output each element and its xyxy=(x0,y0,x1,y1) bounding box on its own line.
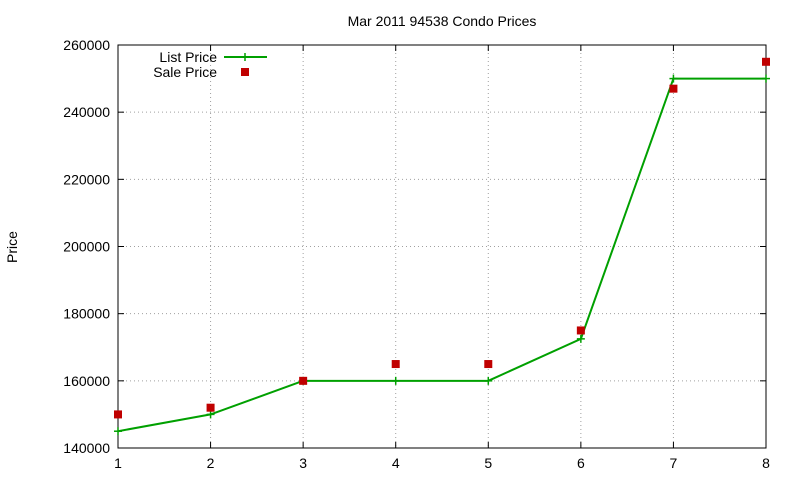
sale-price-point xyxy=(114,410,122,419)
legend-label-list-price: List Price xyxy=(159,49,217,65)
y-tick-label: 160000 xyxy=(63,373,110,389)
list-price-point xyxy=(484,376,493,385)
y-tick-label: 260000 xyxy=(63,37,110,53)
y-axis-label: Price xyxy=(4,231,20,263)
x-tick-label: 3 xyxy=(299,455,307,471)
y-tick-label: 180000 xyxy=(63,306,110,322)
legend-swatch-sale-price xyxy=(241,68,249,76)
sale-price-point xyxy=(299,376,308,385)
list-price-point xyxy=(576,334,585,343)
axis-ticks xyxy=(117,44,767,449)
list-price-point xyxy=(669,74,678,83)
legend-label-sale-price: Sale Price xyxy=(153,64,217,80)
x-tick-label: 5 xyxy=(484,455,492,471)
list-price-line xyxy=(117,77,766,433)
chart-title: Mar 2011 94538 Condo Prices xyxy=(348,13,537,29)
x-tick-label: 4 xyxy=(392,455,400,471)
tick-labels: 1 2 3 4 5 6 7 8 140000 160000 180000 200000 220000 24… xyxy=(63,37,770,471)
sale-price-point xyxy=(576,326,585,335)
list-price-point xyxy=(206,410,215,419)
x-tick-label: 2 xyxy=(207,455,215,471)
sale-price-point xyxy=(391,360,400,369)
y-tick-label: 200000 xyxy=(63,239,110,255)
list-price-point xyxy=(114,427,122,436)
list-price-point xyxy=(762,74,770,83)
y-tick-label: 240000 xyxy=(63,104,110,120)
y-tick-label: 220000 xyxy=(63,171,110,187)
series-layer xyxy=(114,57,770,436)
x-tick-label: 6 xyxy=(577,455,585,471)
sale-price-point xyxy=(206,403,215,412)
y-tick-label: 140000 xyxy=(63,440,110,456)
sale-price-point xyxy=(669,84,678,93)
x-tick-label: 8 xyxy=(762,455,770,471)
sale-price-point xyxy=(484,360,493,369)
sale-price-point xyxy=(762,57,770,66)
x-tick-label: 7 xyxy=(670,455,678,471)
list-price-point xyxy=(391,376,400,385)
x-tick-label: 1 xyxy=(114,455,122,471)
grid-layer xyxy=(118,45,766,448)
